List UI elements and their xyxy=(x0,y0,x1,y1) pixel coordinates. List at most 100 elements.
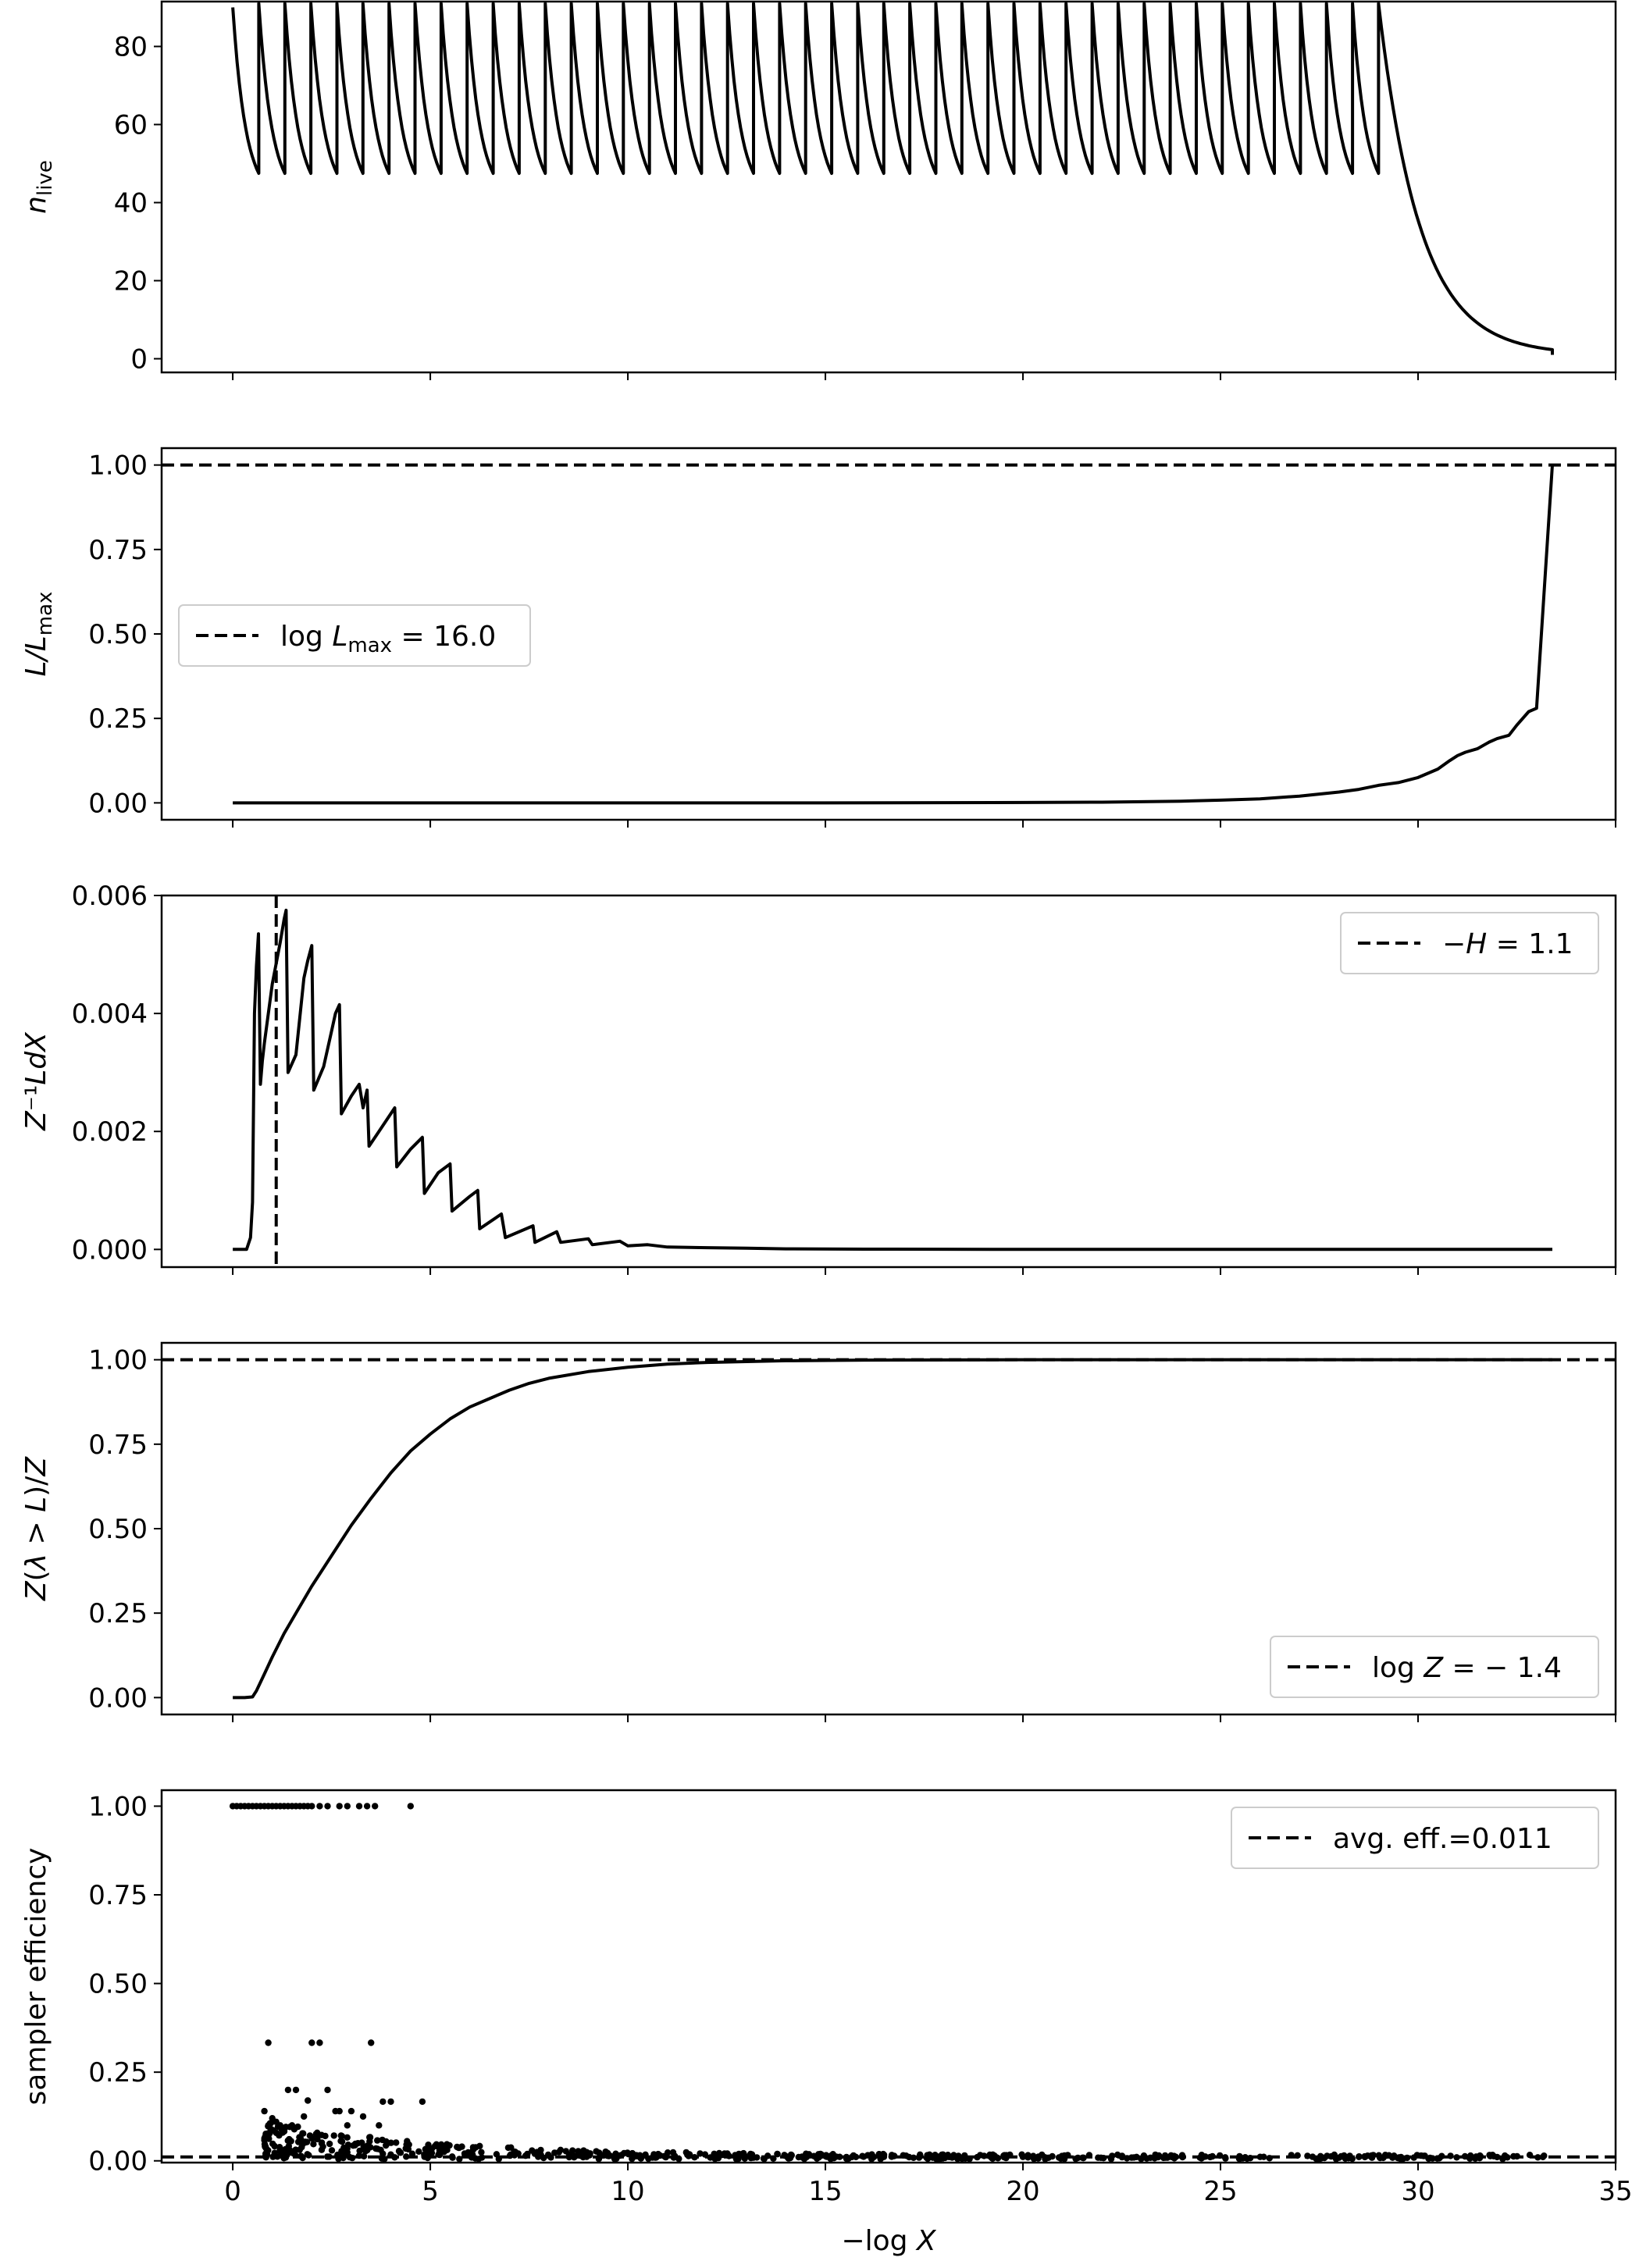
scatter-point xyxy=(308,2135,315,2142)
scatter-point xyxy=(732,2152,739,2159)
y-tick-label: 0.75 xyxy=(88,1430,148,1461)
scatter-point xyxy=(1534,2154,1541,2161)
scatter-point xyxy=(448,2153,456,2160)
scatter-point xyxy=(374,2137,381,2144)
series-line xyxy=(233,1358,1552,1700)
scatter-point xyxy=(407,1803,414,1810)
scatter-point xyxy=(910,2154,918,2161)
scatter-point xyxy=(265,2039,272,2046)
y-tick-label: 80 xyxy=(114,32,148,63)
scatter-point xyxy=(522,2152,529,2159)
scatter-point xyxy=(326,2140,333,2148)
scatter-point xyxy=(456,2156,463,2163)
scatter-point xyxy=(504,2144,512,2152)
y-tick-label: 40 xyxy=(114,188,148,219)
axes-frame xyxy=(160,447,1617,821)
scatter-point xyxy=(1294,2152,1301,2159)
scatter-point xyxy=(423,2147,430,2154)
scatter-point xyxy=(372,2145,379,2152)
scatter-point xyxy=(330,2132,337,2139)
scatter-point xyxy=(697,2150,704,2157)
scatter-point xyxy=(1024,2152,1031,2159)
y-tick-label: 0.006 xyxy=(72,881,148,912)
scatter-point xyxy=(377,2146,384,2153)
scatter-point xyxy=(754,2154,761,2161)
y-tick-label: 0.25 xyxy=(88,703,148,735)
scatter-point xyxy=(781,2152,789,2159)
x-tick-label: 0 xyxy=(224,2176,241,2207)
panel-nlive: 0 20 40 60 80 nlive xyxy=(20,0,1617,380)
scatter-point xyxy=(1114,2151,1121,2159)
scatter-point xyxy=(1461,2152,1469,2160)
scatter-point xyxy=(1236,2152,1243,2160)
scatter-point xyxy=(661,2152,668,2159)
scatter-point xyxy=(1080,2154,1087,2161)
scatter-point xyxy=(1453,2154,1460,2161)
scatter-point xyxy=(670,2154,677,2161)
y-axis-label: L/Lmax xyxy=(20,592,57,677)
scatter-point xyxy=(294,2123,301,2131)
axes-frame xyxy=(160,1341,1617,1716)
scatter-point xyxy=(363,1803,371,1810)
scatter-point xyxy=(292,2146,299,2153)
scatter-point xyxy=(1147,2154,1154,2161)
axes-frame xyxy=(160,1789,1617,2164)
scatter-point xyxy=(387,2098,394,2106)
scatter-point xyxy=(1288,2152,1295,2159)
scatter-point xyxy=(961,2155,969,2162)
scatter-point xyxy=(583,2153,590,2160)
legend-label: avg. eff.=0.011 xyxy=(1333,1823,1552,1855)
scatter-point xyxy=(1316,2156,1323,2163)
legend-box xyxy=(178,604,531,667)
scatter-point xyxy=(719,2151,726,2159)
scatter-point xyxy=(1364,2152,1371,2159)
scatter-point xyxy=(324,2086,331,2094)
scatter-point xyxy=(1178,2152,1186,2159)
scatter-point xyxy=(469,2144,477,2151)
scatter-point xyxy=(403,2153,410,2160)
scatter-point xyxy=(387,2151,394,2158)
y-tick-label: 0.75 xyxy=(88,1880,148,1911)
scatter-point xyxy=(540,2154,547,2162)
scatter-point xyxy=(262,2143,269,2150)
scatter-point xyxy=(1045,2154,1052,2161)
scatter-point xyxy=(1467,2152,1474,2159)
y-tick-label: 1.00 xyxy=(88,1345,148,1376)
scatter-point xyxy=(425,2142,432,2149)
scatter-point xyxy=(1447,2152,1454,2159)
scatter-point xyxy=(1107,2156,1115,2163)
series-line xyxy=(231,2,1554,355)
scatter-point xyxy=(360,2152,368,2159)
x-tick-label: 25 xyxy=(1203,2176,1237,2207)
scatter-point xyxy=(346,2153,354,2161)
x-tick-label: 15 xyxy=(808,2176,842,2207)
scatter-point xyxy=(537,2146,544,2154)
y-axis-label: sampler efficiency xyxy=(20,1848,52,2106)
scatter-point xyxy=(383,2138,390,2145)
scatter-point xyxy=(596,2149,603,2156)
scatter-point xyxy=(1242,2154,1249,2161)
scatter-point xyxy=(529,2147,536,2154)
scatter-point xyxy=(366,2134,373,2142)
scatter-point xyxy=(376,2122,383,2129)
legend-box xyxy=(1340,912,1599,974)
scatter-point xyxy=(786,2154,794,2162)
scatter-point xyxy=(1486,2152,1493,2159)
scatter-point xyxy=(1398,2154,1406,2162)
scatter-point xyxy=(675,2155,682,2163)
y-axis-label: nlive xyxy=(20,160,57,214)
axes-frame xyxy=(160,0,1617,374)
legend-box xyxy=(1270,1636,1599,1698)
scatter-point xyxy=(344,2134,351,2141)
scatter-point xyxy=(476,2142,483,2149)
scatter-point xyxy=(301,2113,308,2120)
legend-label: log Lmax = 16.0 xyxy=(280,621,496,657)
scatter-point xyxy=(269,2153,276,2160)
y-tick-label: 1.00 xyxy=(88,450,148,482)
scatter-point xyxy=(1163,2154,1171,2161)
scatter-point xyxy=(1209,2152,1216,2160)
legend: avg. eff.=0.011 xyxy=(1231,1807,1599,1869)
scatter-point xyxy=(284,2137,291,2145)
scatter-point xyxy=(1510,2152,1517,2160)
